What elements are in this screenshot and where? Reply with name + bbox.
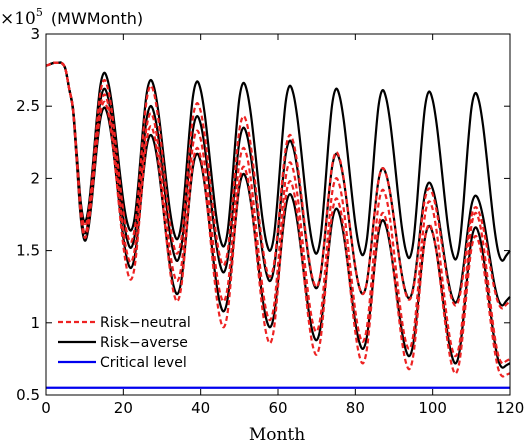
x-axis-title: Month <box>249 425 305 443</box>
y-tick-label: 1 <box>30 314 40 332</box>
y-unit: (MWMonth) <box>51 9 143 28</box>
y-tick-label: 2 <box>30 169 40 187</box>
y-tick-label: 3 <box>30 25 40 43</box>
x-tick-label: 0 <box>41 399 51 417</box>
plot-lines <box>45 61 511 389</box>
x-tick-label: 40 <box>191 399 210 417</box>
x-tick-label: 60 <box>268 399 287 417</box>
y-scale-prefix: ×10 <box>0 9 36 29</box>
y-tick-label: 1.5 <box>16 242 40 260</box>
y-tick-label: 2.5 <box>16 97 40 115</box>
tick-labels: 0 20 40 60 80 100 120 0.5 1 1.5 2 2.5 3 <box>16 25 524 417</box>
x-tick-label: 120 <box>496 399 525 417</box>
legend-label-1: Risk−neutral <box>100 315 191 331</box>
risk-averse-line-1 <box>45 61 511 262</box>
legend: Risk−neutral Risk−averse Critical level <box>58 315 191 371</box>
x-tick-label: 20 <box>114 399 133 417</box>
risk-neutral-line-4 <box>45 61 511 310</box>
y-tick-label: 0.5 <box>16 386 40 404</box>
risk-neutral-line-5 <box>45 61 511 365</box>
legend-label-3: Critical level <box>100 355 187 371</box>
x-tick-label: 100 <box>418 399 447 417</box>
risk-averse-line-2 <box>45 61 511 307</box>
y-scale-exponent: 5 <box>36 6 43 19</box>
legend-label-2: Risk−averse <box>100 335 188 351</box>
y-scale-note: ×105 (MWMonth) <box>0 6 143 29</box>
x-tick-label: 80 <box>346 399 365 417</box>
ticks <box>45 33 511 396</box>
